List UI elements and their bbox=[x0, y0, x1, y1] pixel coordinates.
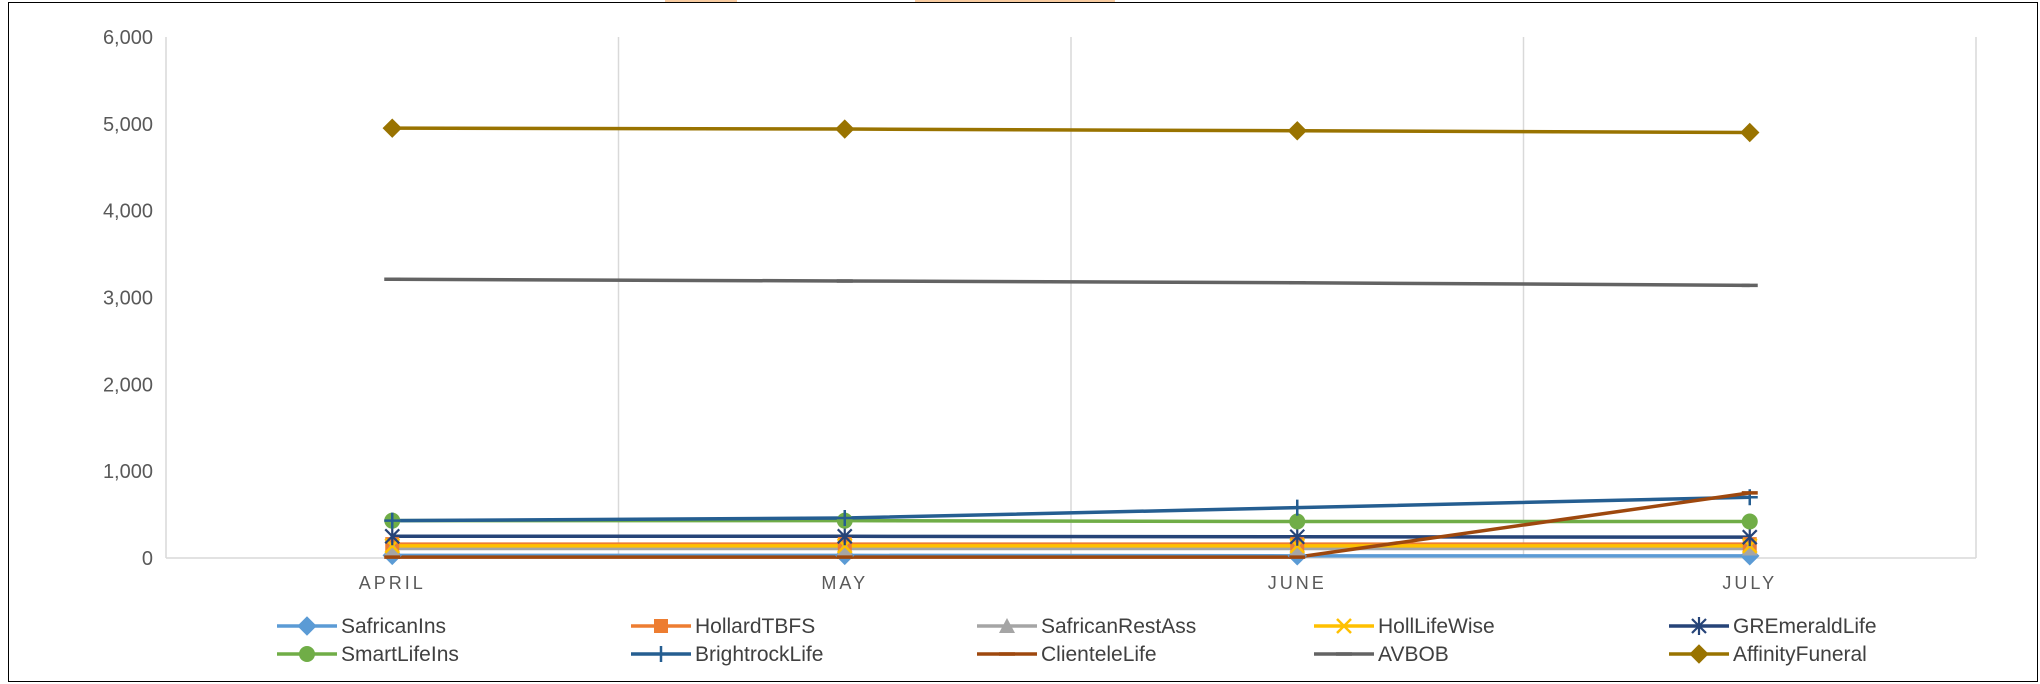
grid-lines bbox=[617, 37, 1977, 558]
series-line bbox=[392, 491, 1750, 559]
data-point bbox=[384, 512, 401, 529]
legend-entry: SafricanIns bbox=[277, 615, 446, 638]
data-point bbox=[1287, 121, 1307, 141]
legend-swatch-marker bbox=[653, 646, 669, 662]
legend-label: SafricanIns bbox=[341, 615, 446, 638]
legend-label: HollLifeWise bbox=[1378, 615, 1495, 638]
series-line bbox=[392, 126, 1750, 135]
y-tick-label: 4,000 bbox=[103, 201, 153, 223]
data-point bbox=[384, 540, 401, 556]
legend-swatch-marker bbox=[297, 616, 317, 636]
series-line bbox=[392, 495, 1750, 523]
data-point bbox=[1741, 540, 1758, 556]
y-tick-label: 5,000 bbox=[103, 114, 153, 136]
legend-swatch-marker bbox=[1689, 644, 1709, 664]
y-tick-label: 2,000 bbox=[103, 374, 153, 396]
line-chart: 0 1,000 2,000 3,000 4,000 5,000 6,000 APRIL MAY… bbox=[103, 27, 1977, 666]
chart-frame: 0 1,000 2,000 3,000 4,000 5,000 6,000 APRIL MAY… bbox=[8, 2, 2038, 682]
data-point bbox=[384, 527, 401, 546]
legend: SafricanIns HollardTBFS SafricanRestAss Hol… bbox=[277, 615, 1877, 666]
x-tick-label: APRIL bbox=[359, 573, 426, 593]
y-tick-label: 6,000 bbox=[103, 27, 153, 49]
legend-label: GREmeraldLife bbox=[1733, 615, 1877, 638]
data-point bbox=[1289, 513, 1306, 530]
series-markers bbox=[382, 118, 1760, 566]
legend-swatch-marker bbox=[1691, 617, 1707, 635]
data-point bbox=[382, 118, 402, 138]
legend-swatch-marker bbox=[654, 619, 668, 633]
data-point bbox=[1741, 513, 1758, 530]
legend-label: HollardTBFS bbox=[695, 615, 815, 638]
legend-label: SmartLifeIns bbox=[341, 643, 459, 666]
y-tick-label: 1,000 bbox=[103, 461, 153, 483]
y-tick-labels: 0 1,000 2,000 3,000 4,000 5,000 6,000 bbox=[103, 27, 153, 570]
legend-swatch-marker bbox=[1336, 618, 1352, 634]
y-tick-label: 3,000 bbox=[103, 288, 153, 310]
x-tick-label: MAY bbox=[821, 573, 868, 593]
x-tick-labels: APRIL MAY JUNE JULY bbox=[359, 573, 1777, 593]
legend-entry: AffinityFuneral bbox=[1669, 643, 1867, 666]
legend-label: SafricanRestAss bbox=[1041, 615, 1196, 638]
legend-entry: SmartLifeIns bbox=[277, 643, 459, 666]
series-line bbox=[392, 277, 1750, 288]
legend-label: ClienteleLife bbox=[1041, 643, 1157, 666]
data-point bbox=[1289, 499, 1306, 516]
legend-label: AffinityFuneral bbox=[1733, 643, 1867, 666]
series-lines bbox=[392, 126, 1750, 559]
data-point bbox=[836, 540, 853, 556]
legend-entry: ClienteleLife bbox=[977, 643, 1157, 666]
data-point bbox=[836, 510, 853, 527]
legend-entry: GREmeraldLife bbox=[1669, 615, 1877, 638]
legend-entry: HollLifeWise bbox=[1314, 615, 1495, 638]
data-point bbox=[1741, 528, 1758, 547]
data-point bbox=[836, 527, 853, 546]
legend-swatch-marker bbox=[999, 618, 1015, 633]
legend-label: AVBOB bbox=[1378, 643, 1449, 666]
y-tick-label: 0 bbox=[142, 548, 153, 570]
legend-entry: SafricanRestAss bbox=[977, 615, 1196, 638]
legend-swatch-marker bbox=[299, 646, 315, 662]
data-point bbox=[1740, 122, 1760, 143]
x-tick-label: JULY bbox=[1722, 573, 1777, 593]
legend-label: BrightrockLife bbox=[695, 643, 823, 666]
legend-entry: BrightrockLife bbox=[631, 643, 823, 666]
data-point bbox=[1289, 527, 1306, 546]
legend-entry: HollardTBFS bbox=[631, 615, 815, 638]
series-line bbox=[392, 534, 1750, 539]
data-point bbox=[1289, 540, 1306, 556]
x-tick-label: JUNE bbox=[1268, 573, 1327, 593]
data-point bbox=[835, 119, 855, 139]
legend-entry: AVBOB bbox=[1314, 643, 1449, 666]
